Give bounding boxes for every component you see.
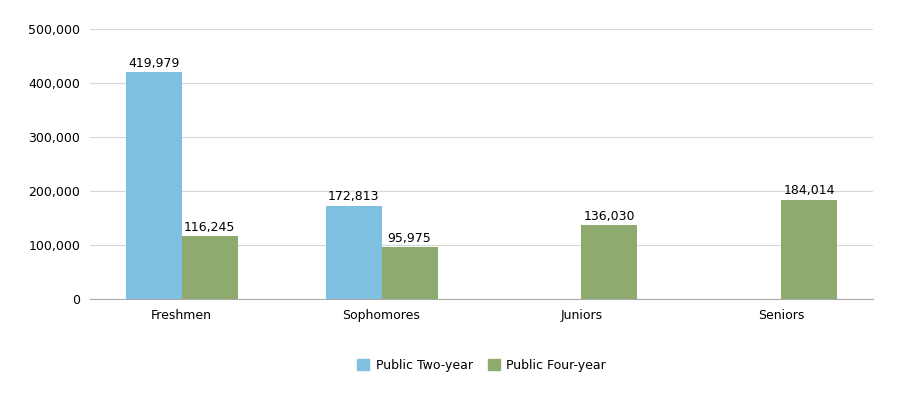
Legend: Public Two-year, Public Four-year: Public Two-year, Public Four-year <box>352 354 611 376</box>
Bar <box>781 200 837 299</box>
Bar <box>382 247 437 299</box>
Bar <box>581 225 637 299</box>
Text: 184,014: 184,014 <box>784 184 835 198</box>
Text: 95,975: 95,975 <box>388 232 431 245</box>
Bar <box>126 72 182 299</box>
Bar <box>326 205 382 299</box>
Text: 419,979: 419,979 <box>128 57 179 70</box>
Text: 116,245: 116,245 <box>184 221 235 234</box>
Bar <box>182 236 238 299</box>
Text: 136,030: 136,030 <box>584 210 635 223</box>
Text: 172,813: 172,813 <box>328 190 379 203</box>
